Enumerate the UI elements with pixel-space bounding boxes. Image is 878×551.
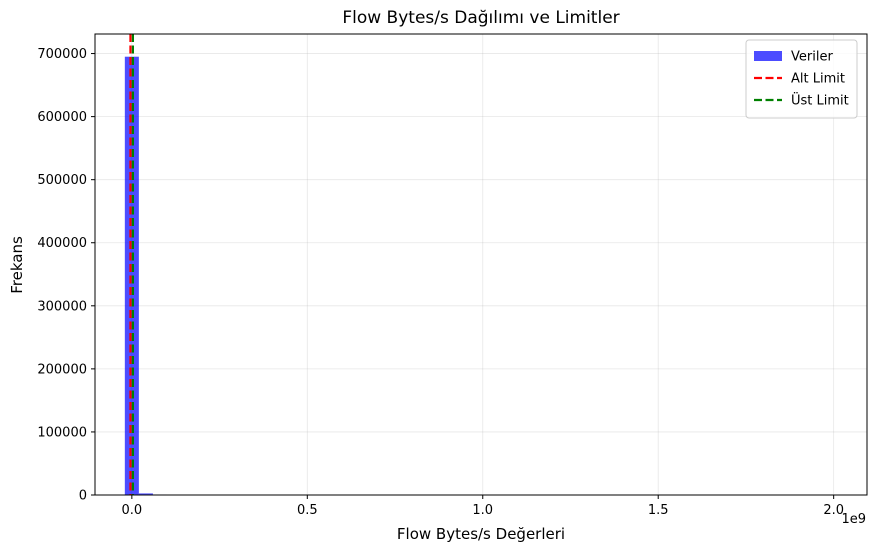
axes-frame (94, 33, 868, 496)
legend: Veriler Alt Limit Üst Limit (745, 39, 858, 119)
x-tick-label: 0.5 (297, 503, 318, 518)
y-tick-label: 400000 (37, 236, 87, 251)
y-tick-label: 700000 (37, 47, 87, 62)
x-axis-label: Flow Bytes/s Değerleri (397, 525, 565, 543)
x-tick-label: 2.0 (823, 503, 844, 518)
y-tick-label: 600000 (37, 110, 87, 125)
legend-label: Üst Limit (791, 92, 849, 109)
y-tick-label: 0 (79, 489, 87, 504)
plot-area: 0.0 0.5 1.0 1.5 2.0 0 100000 200000 300000 400000… (37, 33, 868, 518)
legend-label: Alt Limit (791, 72, 845, 87)
x-tick-label: 0.0 (122, 503, 143, 518)
y-tick-label: 200000 (37, 362, 87, 377)
x-tick-label: 1.5 (648, 503, 669, 518)
y-tick-label: 300000 (37, 299, 87, 314)
y-tick-label: 100000 (37, 425, 87, 440)
legend-label: Veriler (791, 50, 833, 65)
legend-swatch-bars (754, 51, 782, 61)
y-tick-label: 500000 (37, 173, 87, 188)
histogram-bar (138, 493, 153, 495)
x-offset-label: 1e9 (841, 512, 866, 527)
x-tick-label: 1.0 (472, 503, 493, 518)
y-axis-label: Frekans (8, 236, 26, 294)
chart-title: Flow Bytes/s Dağılımı ve Limitler (342, 8, 619, 28)
